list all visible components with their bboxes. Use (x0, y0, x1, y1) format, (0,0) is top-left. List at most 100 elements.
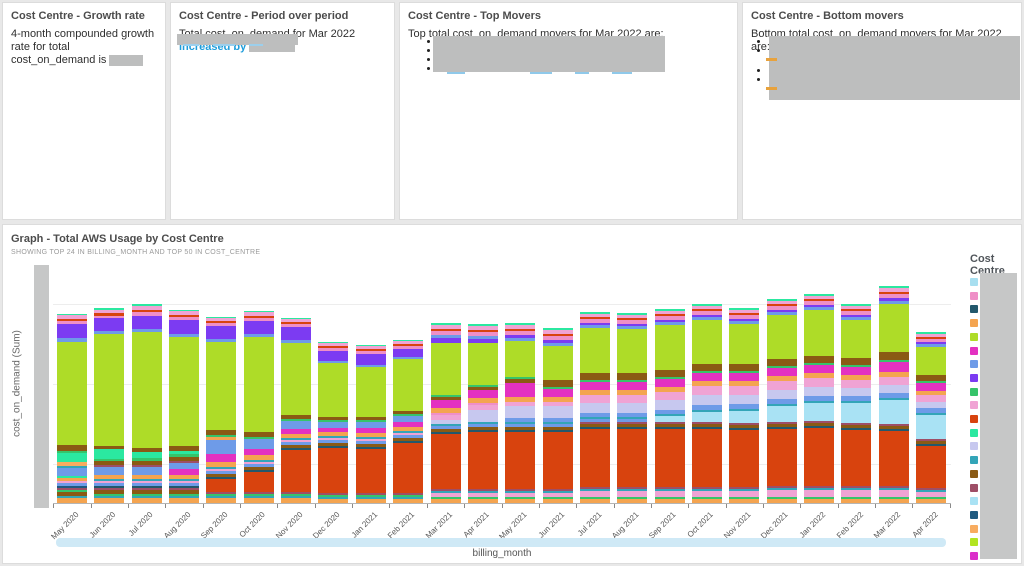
bar-segment (542, 432, 573, 489)
stacked-bar[interactable] (579, 312, 610, 503)
stacked-bar[interactable] (691, 304, 722, 503)
bar-segment (579, 382, 610, 390)
stacked-bar[interactable] (766, 299, 797, 503)
bar-segment (878, 490, 909, 497)
x-axis-zoom-scrollbar[interactable] (56, 538, 946, 547)
legend-item[interactable] (970, 538, 980, 548)
legend-item[interactable] (970, 373, 980, 384)
bar-segment (281, 318, 312, 319)
legend-item[interactable] (970, 510, 980, 521)
legend-item[interactable] (970, 291, 980, 302)
legend-swatch (970, 278, 978, 286)
bar-segment (318, 440, 349, 443)
bar-segment (841, 425, 872, 428)
bar-segment (393, 499, 424, 503)
bar-segment (131, 475, 162, 479)
bar-segment (131, 498, 162, 503)
stacked-bar[interactable] (654, 309, 685, 503)
axis-tick (90, 504, 92, 508)
legend-item[interactable] (970, 415, 980, 425)
legend-item[interactable] (970, 428, 980, 439)
bar-segment (131, 496, 162, 498)
legend-item[interactable] (970, 305, 980, 315)
bar-segment (393, 435, 424, 438)
x-axis-label: Sep 2020 (199, 510, 230, 541)
bar-segment (766, 381, 797, 390)
bar-segment (131, 306, 162, 310)
legend-swatch (970, 510, 978, 519)
stacked-bar[interactable] (169, 310, 200, 503)
x-axis-label: Dec 2020 (311, 510, 342, 541)
stacked-bar[interactable] (206, 317, 237, 503)
legend-item[interactable] (970, 401, 980, 411)
bar-segment (467, 427, 498, 430)
legend-item[interactable] (970, 483, 980, 494)
legend-item[interactable] (970, 456, 980, 466)
legend-item[interactable] (970, 497, 980, 507)
stacked-bar[interactable] (131, 304, 162, 503)
stacked-bar[interactable] (617, 313, 648, 503)
legend-item[interactable] (970, 319, 980, 329)
legend-swatch (970, 497, 978, 506)
legend-item[interactable] (970, 442, 980, 452)
bar-segment (131, 490, 162, 494)
stacked-bar[interactable] (878, 286, 909, 503)
bar-segment (804, 488, 834, 490)
bar-segment (916, 337, 947, 339)
legend-item[interactable] (970, 469, 980, 480)
bar-segment (691, 424, 722, 427)
stacked-bar[interactable] (430, 323, 461, 503)
stacked-bar[interactable] (841, 304, 872, 503)
stacked-bar[interactable] (281, 318, 312, 503)
bar-segment (916, 334, 947, 337)
bar-segment (916, 439, 947, 441)
bar-segment (430, 331, 461, 335)
bar-segment (169, 469, 200, 475)
bar-segment (841, 320, 872, 358)
bar-segment (94, 496, 125, 498)
bar-segment (318, 351, 349, 361)
stacked-bar[interactable] (467, 324, 498, 503)
legend-swatch (970, 483, 978, 492)
stacked-bar[interactable] (542, 328, 573, 503)
bar-segment (542, 406, 573, 418)
stacked-bar[interactable] (355, 345, 386, 503)
legend-item[interactable] (970, 332, 980, 343)
legend-item[interactable] (970, 552, 980, 562)
axis-tick (613, 504, 615, 508)
stacked-bar[interactable] (505, 323, 536, 503)
bar-segment (281, 319, 312, 322)
legend-item[interactable] (970, 360, 980, 370)
bar-segment (94, 318, 125, 331)
stacked-bar[interactable] (916, 332, 947, 503)
bar-segment (318, 438, 349, 440)
bar-segment (505, 424, 536, 427)
bar-segment (243, 316, 274, 318)
legend-item[interactable] (970, 346, 980, 357)
bar-segment (393, 341, 424, 344)
bar-segment (467, 403, 498, 405)
bar-segment (355, 428, 386, 433)
legend-item[interactable] (970, 278, 980, 288)
stacked-bar[interactable] (804, 294, 834, 503)
bar-segment (916, 446, 947, 488)
bar-segment (579, 417, 610, 419)
bar-segment (318, 499, 349, 503)
stacked-bar[interactable] (243, 311, 274, 503)
bar-segment (393, 443, 424, 493)
bar-segment (131, 329, 162, 332)
stacked-bar[interactable] (729, 308, 760, 503)
stacked-bar[interactable] (94, 308, 125, 503)
stacked-bar[interactable] (318, 342, 349, 503)
stacked-bar[interactable] (393, 340, 424, 503)
stacked-bar[interactable] (57, 314, 87, 503)
bar-segment (393, 359, 424, 411)
bar-segment (355, 420, 386, 422)
bar-segment (804, 305, 834, 307)
bar-segment (691, 309, 722, 311)
legend-item[interactable] (970, 524, 980, 535)
bar-segment (393, 497, 424, 499)
bar-segment (804, 428, 834, 486)
legend-item[interactable] (970, 387, 980, 398)
x-axis-label: May 2021 (497, 510, 529, 542)
